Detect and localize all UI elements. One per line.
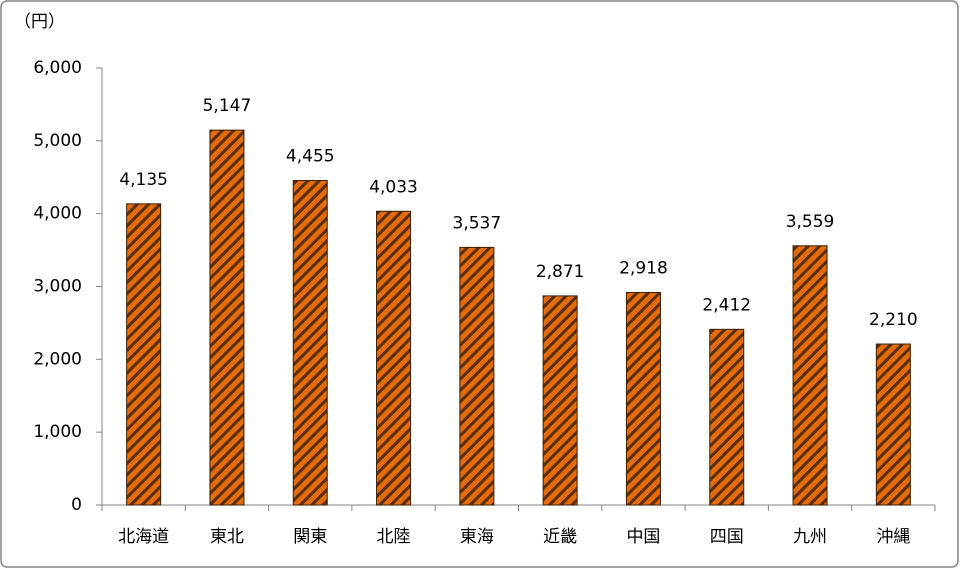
bar [709, 328, 745, 506]
y-axis-unit: （円） [14, 12, 65, 32]
y-tick-label: 0 [71, 495, 82, 515]
x-tick-label: 近畿 [543, 527, 577, 547]
x-tick-label: 九州 [793, 527, 827, 547]
value-label: 4,033 [369, 177, 418, 197]
x-tick-label: 北海道 [118, 527, 169, 547]
bar [625, 291, 661, 506]
x-tick-label: 関東 [293, 527, 327, 547]
y-tick-label: 5,000 [33, 131, 82, 151]
value-label: 2,412 [702, 295, 751, 315]
bar [376, 210, 412, 506]
bar [459, 246, 495, 506]
bar [292, 180, 328, 506]
bar [875, 343, 911, 506]
value-label: 2,918 [619, 258, 668, 278]
bar [126, 203, 162, 506]
y-tick-label: 1,000 [33, 422, 82, 442]
y-tick-label: 2,000 [33, 349, 82, 369]
y-tick-label: 6,000 [33, 58, 82, 78]
x-tick-label: 東北 [210, 527, 244, 547]
x-tick-label: 四国 [710, 527, 744, 547]
x-tick-label: 東海 [460, 527, 494, 547]
y-tick-label: 4,000 [33, 204, 82, 224]
x-tick-label: 沖縄 [876, 527, 910, 547]
x-tick-label: 中国 [626, 527, 660, 547]
value-label: 5,147 [203, 96, 252, 116]
y-tick-label: 3,000 [33, 277, 82, 297]
x-tick-label: 北陸 [377, 527, 411, 547]
value-label: 2,871 [536, 262, 585, 282]
value-label: 2,210 [869, 310, 918, 330]
bar [542, 295, 578, 506]
value-label: 3,559 [786, 212, 835, 232]
bar [209, 129, 245, 506]
value-label: 4,135 [119, 170, 168, 190]
value-label: 4,455 [286, 147, 335, 167]
bar [792, 245, 828, 506]
value-label: 3,537 [453, 213, 502, 233]
